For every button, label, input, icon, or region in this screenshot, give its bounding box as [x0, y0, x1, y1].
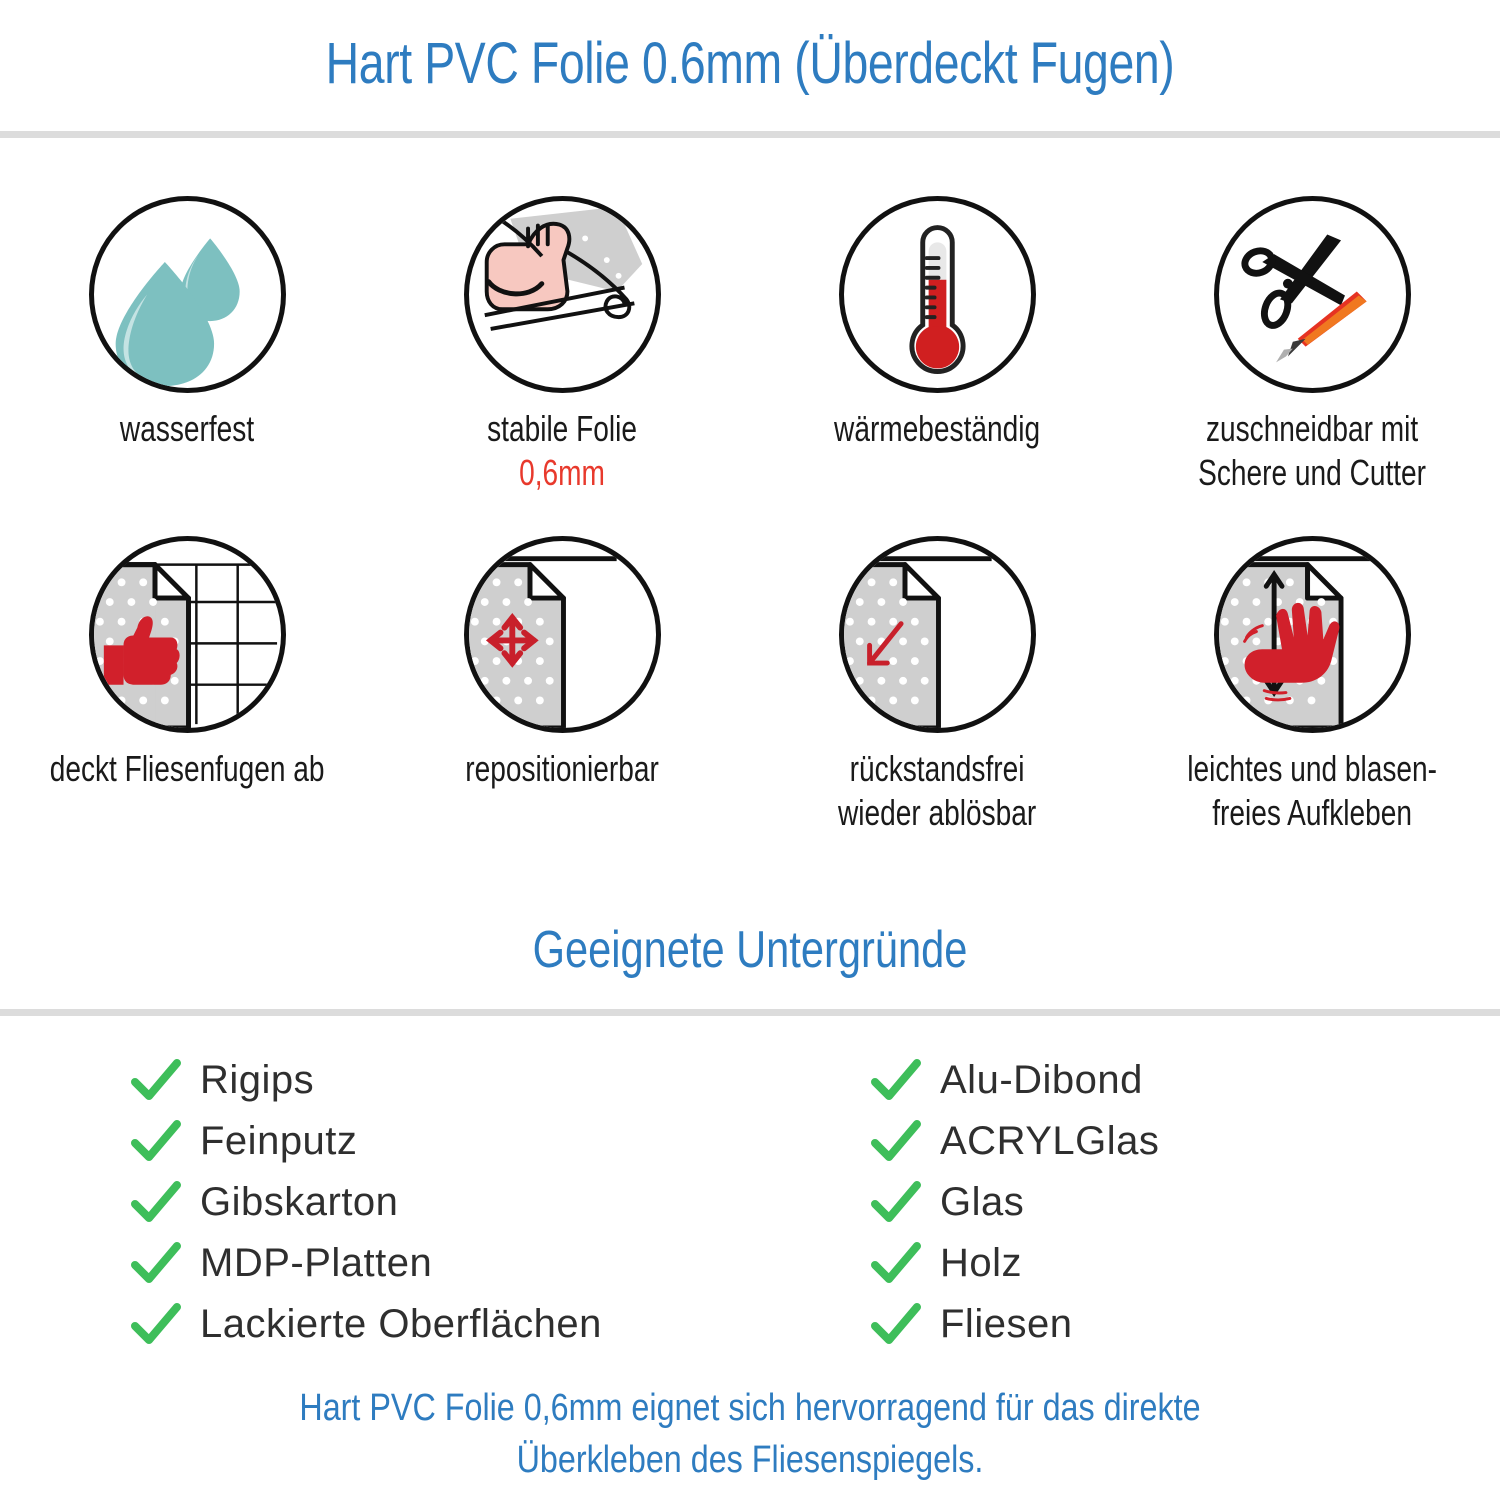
list-item-label: Fliesen [940, 1302, 1073, 1346]
feature-zuschneidbar: zuschneidbar mit Schere und Cutter [1125, 196, 1500, 536]
check-mark-icon [871, 1302, 921, 1344]
list-item: Glas [870, 1172, 1159, 1233]
substrates-list: Rigips Feinputz Gibskarton MDP-Platten L… [0, 1050, 1500, 1350]
four-way-arrow-film-icon [464, 536, 661, 733]
scissors-cutter-icon [1214, 196, 1411, 393]
list-item: ACRYLGlas [870, 1111, 1159, 1172]
substrates-column-right: Alu-Dibond ACRYLGlas Glas Holz Fliesen [870, 1050, 1159, 1355]
thickness-value: 0,6mm [519, 452, 606, 493]
feature-label: zuschneidbar mit Schere und Cutter [1198, 408, 1427, 493]
feature-label: rückstandsfrei wieder ablösbar [838, 748, 1037, 833]
list-item: Alu-Dibond [870, 1050, 1159, 1111]
list-item: Gibskarton [130, 1172, 602, 1233]
check-mark-icon [131, 1058, 181, 1100]
feature-label: wasserfest [120, 408, 255, 449]
list-item-label: Feinputz [200, 1119, 358, 1163]
page-title: Hart PVC Folie 0.6mm (Überdeckt Fugen) [325, 31, 1175, 96]
list-item-label: Glas [940, 1180, 1025, 1224]
list-item: Feinputz [130, 1111, 602, 1172]
divider-top [0, 131, 1500, 138]
list-item-label: ACRYLGlas [940, 1119, 1160, 1163]
feature-label: deckt Fliesenfugen ab [50, 748, 325, 789]
feature-waermebestaendig: wärmebeständig [750, 196, 1125, 536]
diagonal-arrow-peel-icon [839, 536, 1036, 733]
check-mark-icon [131, 1302, 181, 1344]
hand-smoothing-film-icon [1214, 536, 1411, 733]
list-item-label: Alu-Dibond [940, 1058, 1143, 1102]
feature-row-2: deckt Fliesenfugen ab [0, 536, 1500, 876]
list-item-label: Gibskarton [200, 1180, 399, 1224]
check-mark-icon [871, 1241, 921, 1283]
feature-blasenfreies-aufkleben: leichtes und blasen- freies Aufkleben [1125, 536, 1500, 876]
list-item-label: Rigips [200, 1058, 315, 1102]
list-item-label: Lackierte Oberflächen [200, 1302, 602, 1346]
feature-label: leichtes und blasen- freies Aufkleben [1187, 748, 1438, 833]
list-item-label: Holz [940, 1241, 1023, 1285]
check-mark-icon [871, 1119, 921, 1161]
check-mark-icon [871, 1058, 921, 1100]
list-item: Holz [870, 1233, 1159, 1294]
feature-label: repositionierbar [465, 748, 660, 789]
list-item: MDP-Platten [130, 1233, 602, 1294]
feature-label: stabile Folie 0,6mm [487, 408, 638, 493]
list-item: Lackierte Oberflächen [130, 1294, 602, 1355]
footer-line-2: Überkleben des Fliesenspiegels. [516, 1439, 984, 1481]
feature-grid: wasserfest [0, 196, 1500, 876]
feature-row-1: wasserfest [0, 196, 1500, 536]
feature-rueckstandsfrei: rückstandsfrei wieder ablösbar [750, 536, 1125, 876]
check-mark-icon [871, 1180, 921, 1222]
substrates-heading: Geeignete Untergründe [532, 921, 968, 979]
thermometer-icon [839, 196, 1036, 393]
thumbs-up-tile-grid-icon [89, 536, 286, 733]
divider-middle [0, 1009, 1500, 1016]
footer-line-1: Hart PVC Folie 0,6mm eignet sich hervorr… [299, 1387, 1201, 1429]
substrates-column-left: Rigips Feinputz Gibskarton MDP-Platten L… [130, 1050, 602, 1355]
feature-label: wärmebeständig [834, 408, 1041, 449]
list-item: Fliesen [870, 1294, 1159, 1355]
feature-repositionierbar: repositionierbar [375, 536, 750, 876]
list-item: Rigips [130, 1050, 602, 1111]
check-mark-icon [131, 1241, 181, 1283]
water-drops-icon [89, 196, 286, 393]
footer-note: Hart PVC Folie 0,6mm eignet sich hervorr… [113, 1382, 1388, 1486]
list-item-label: MDP-Platten [200, 1241, 433, 1285]
flexed-arm-film-roll-icon [464, 196, 661, 393]
feature-stabile-folie: stabile Folie 0,6mm [375, 196, 750, 536]
feature-wasserfest: wasserfest [0, 196, 375, 536]
feature-deckt-fliesenfugen: deckt Fliesenfugen ab [0, 536, 375, 876]
check-mark-icon [131, 1180, 181, 1222]
check-mark-icon [131, 1119, 181, 1161]
